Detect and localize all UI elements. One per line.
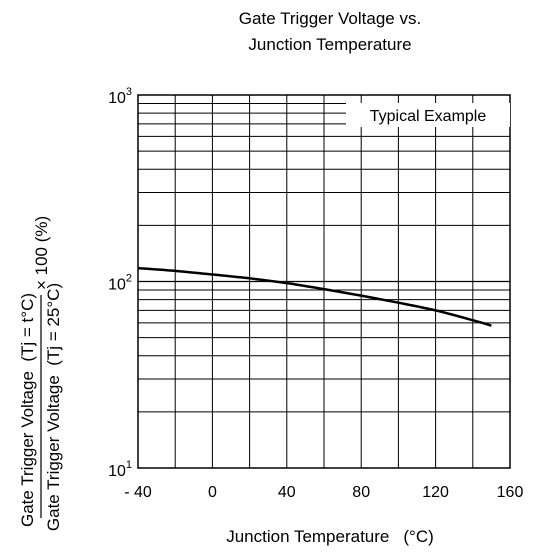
x-tick-label: 160 [497,484,524,501]
x-tick-label: 40 [278,484,296,501]
x-axis-label-text: Junction Temperature [226,527,389,546]
y-tick-base: 10 [108,90,126,107]
y-axis-label: Gate Trigger Voltage (Tj = t°C) Gate Tri… [18,216,63,531]
annotation-typical-example: Typical Example [370,108,487,125]
x-tick-label: 0 [208,484,217,501]
chart-title-line-2: Junction Temperature [248,35,411,54]
y-tick-base: 10 [108,277,126,294]
y-tick-label: 101 [108,459,132,480]
y-tick-exponent: 3 [126,86,132,98]
x-tick-label: - 40 [124,484,152,501]
y-tick-exponent: 2 [126,273,132,285]
grid [138,95,510,468]
y-axis-label-numerator: Gate Trigger Voltage (Tj = t°C) [18,293,37,527]
x-tick-label: 120 [422,484,449,501]
y-tick-label: 102 [108,273,132,294]
x-tick-label: 80 [352,484,370,501]
y-tick-base: 10 [108,463,126,480]
y-axis-label-denominator: Gate Trigger Voltage (Tj = 25°C) [44,283,63,531]
x-axis-label: Junction Temperature (°C) [226,527,434,546]
x-tick-labels: - 40 0 40 80 120 160 [124,484,523,501]
plot-frame [137,94,511,469]
y-tick-label: 103 [108,86,132,107]
annotation-box [346,103,510,127]
x-axis-label-unit: (°C) [403,527,433,546]
series-line [137,266,492,327]
y-tick-exponent: 1 [126,459,132,471]
y-axis-label-suffix: × 100 (%) [32,216,51,290]
chart-title-line-1: Gate Trigger Voltage vs. [239,9,421,28]
